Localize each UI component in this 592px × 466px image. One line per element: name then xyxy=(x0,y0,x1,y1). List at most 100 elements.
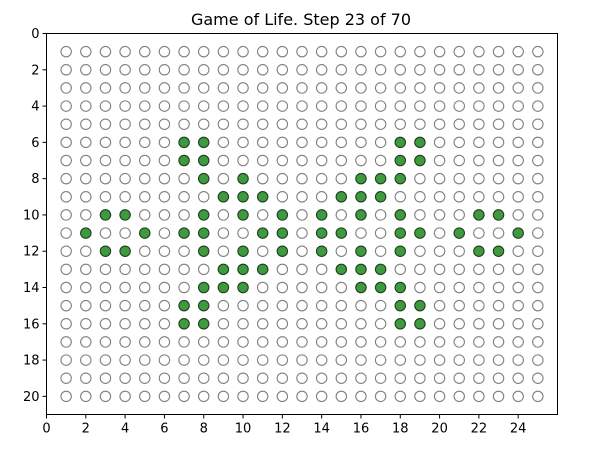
dead-cell-point xyxy=(237,45,249,58)
dead-cell-point xyxy=(276,154,289,167)
dead-cell-point xyxy=(217,136,230,149)
dead-cell-point xyxy=(473,299,485,312)
dead-cell-point xyxy=(99,136,112,149)
alive-cell-point xyxy=(473,245,485,257)
dead-cell-point xyxy=(158,209,171,221)
cell-grid xyxy=(60,45,544,403)
dead-cell-point xyxy=(99,372,112,384)
dead-cell-point xyxy=(99,191,112,203)
dead-cell-point xyxy=(139,82,151,94)
alive-cell-point xyxy=(473,209,485,221)
x-tick-label: 16 xyxy=(353,422,370,437)
dead-cell-point xyxy=(296,245,308,257)
plot-frame xyxy=(46,33,558,415)
dead-cell-point xyxy=(335,318,348,330)
dead-cell-point xyxy=(217,372,230,384)
dead-cell-point xyxy=(433,100,446,112)
dead-cell-point xyxy=(158,299,171,312)
dead-cell-point xyxy=(60,336,72,348)
dead-cell-point xyxy=(512,172,524,185)
dead-cell-point xyxy=(237,336,249,348)
dead-cell-point xyxy=(217,64,230,76)
dead-cell-point xyxy=(433,318,446,330)
dead-cell-point xyxy=(80,354,92,366)
dead-cell-point xyxy=(453,82,465,94)
alive-cell-point xyxy=(355,191,367,203)
dead-cell-point xyxy=(512,390,524,403)
dead-cell-point xyxy=(355,372,367,384)
dead-cell-point xyxy=(414,82,426,94)
dead-cell-point xyxy=(80,136,92,149)
dead-cell-point xyxy=(178,390,190,403)
dead-cell-point xyxy=(119,136,131,149)
dead-cell-point xyxy=(473,227,485,239)
x-tick-label: 22 xyxy=(471,422,488,437)
dead-cell-point xyxy=(433,82,446,94)
dead-cell-point xyxy=(178,118,190,130)
dead-cell-point xyxy=(139,118,151,130)
x-tick-label: 8 xyxy=(200,422,208,437)
alive-cell-point xyxy=(237,281,249,294)
dead-cell-point xyxy=(335,82,348,94)
alive-cell-point xyxy=(197,172,210,185)
alive-cell-point xyxy=(197,318,210,330)
dead-cell-point xyxy=(197,372,210,384)
dead-cell-point xyxy=(217,390,230,403)
dead-cell-point xyxy=(237,82,249,94)
dead-cell-point xyxy=(296,118,308,130)
dead-cell-point xyxy=(394,64,407,76)
dead-cell-point xyxy=(414,372,426,384)
alive-cell-point xyxy=(355,172,367,185)
alive-cell-point xyxy=(355,209,367,221)
alive-cell-point xyxy=(178,154,190,167)
dead-cell-point xyxy=(158,318,171,330)
dead-cell-point xyxy=(512,299,524,312)
dead-cell-point xyxy=(315,281,328,294)
alive-cell-point xyxy=(492,245,505,257)
dead-cell-point xyxy=(139,318,151,330)
dead-cell-point xyxy=(139,100,151,112)
dead-cell-point xyxy=(473,318,485,330)
dead-cell-point xyxy=(512,191,524,203)
dead-cell-point xyxy=(99,263,112,276)
dead-cell-point xyxy=(139,172,151,185)
alive-cell-point xyxy=(217,281,230,294)
dead-cell-point xyxy=(99,299,112,312)
dead-cell-point xyxy=(276,263,289,276)
dead-cell-point xyxy=(355,318,367,330)
dead-cell-point xyxy=(315,100,328,112)
x-tick-label: 14 xyxy=(313,422,330,437)
dead-cell-point xyxy=(512,209,524,221)
dead-cell-point xyxy=(256,318,269,330)
dead-cell-point xyxy=(374,245,387,257)
dead-cell-point xyxy=(158,354,171,366)
dead-cell-point xyxy=(492,281,505,294)
alive-cell-point xyxy=(217,263,230,276)
alive-cell-point xyxy=(197,281,210,294)
dead-cell-point xyxy=(237,318,249,330)
x-tick-label: 4 xyxy=(121,422,129,437)
dead-cell-point xyxy=(315,82,328,94)
x-tick-label: 12 xyxy=(274,422,291,437)
alive-cell-point xyxy=(374,281,387,294)
dead-cell-point xyxy=(335,64,348,76)
alive-cell-point xyxy=(394,227,407,239)
alive-cell-point xyxy=(394,318,407,330)
dead-cell-point xyxy=(217,299,230,312)
dead-cell-point xyxy=(315,318,328,330)
dead-cell-point xyxy=(296,209,308,221)
dead-cell-point xyxy=(394,100,407,112)
dead-cell-point xyxy=(178,64,190,76)
dead-cell-point xyxy=(139,136,151,149)
dead-cell-point xyxy=(335,154,348,167)
dead-cell-point xyxy=(139,263,151,276)
dead-cell-point xyxy=(315,45,328,58)
dead-cell-point xyxy=(453,372,465,384)
dead-cell-point xyxy=(433,263,446,276)
dead-cell-point xyxy=(256,118,269,130)
dead-cell-point xyxy=(80,263,92,276)
dead-cell-point xyxy=(374,209,387,221)
dead-cell-point xyxy=(256,209,269,221)
dead-cell-point xyxy=(60,318,72,330)
dead-cell-point xyxy=(139,209,151,221)
